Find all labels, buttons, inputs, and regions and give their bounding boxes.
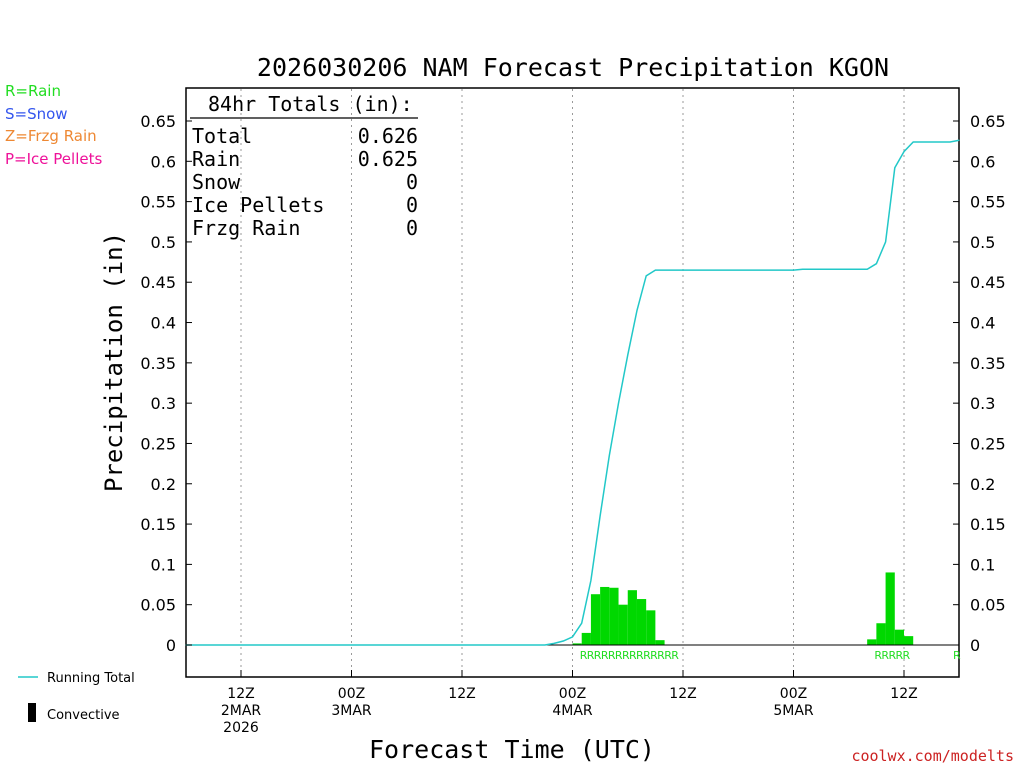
precip-bar: [894, 629, 904, 645]
legend-frzg-rain: Z=Frzg Rain: [5, 127, 97, 145]
y-tick-label: 0.65: [140, 112, 176, 131]
snow-label: Snow: [192, 170, 241, 194]
y-tick-label-right: 0.65: [970, 112, 1006, 131]
legend-convective: Convective: [47, 708, 120, 723]
y-tick-label: 0.55: [140, 193, 176, 212]
x-tick-label: 4MAR: [552, 703, 593, 719]
precip-bar: [876, 623, 886, 645]
y-tick-label-right: 0: [970, 636, 980, 655]
y-axis-label: Precipitation (in): [100, 232, 128, 492]
precip-bar: [572, 643, 582, 645]
x-tick-label: 5MAR: [773, 703, 814, 719]
y-tick-label-right: 0.15: [970, 515, 1006, 534]
precip-bars: [572, 572, 914, 645]
y-tick-label-right: 0.6: [970, 152, 995, 171]
y-tick-label-right: 0.55: [970, 193, 1006, 212]
y-tick-label: 0.5: [151, 233, 176, 252]
precip-bar: [618, 604, 628, 645]
y-axis-left: 0 0.05 0.1 0.15 0.2 0.25 0.3 0.35 0.4 0.45 0.5 0.55…: [140, 112, 192, 655]
legend-snow: S=Snow: [5, 105, 68, 123]
precip-type-strip: RRRRRRRRRRRRRR RRRRR R: [580, 649, 962, 662]
credit-text: coolwx.com/modelts: [851, 747, 1014, 765]
x-tick-label: 00Z: [338, 686, 365, 702]
legend-ice-pellets: P=Ice Pellets: [5, 150, 102, 168]
y-tick-label-right: 0.05: [970, 596, 1006, 615]
y-tick-label: 0.05: [140, 596, 176, 615]
legend-rain: R=Rain: [5, 82, 61, 100]
y-tick-label-right: 0.35: [970, 354, 1006, 373]
rain-label: Rain: [192, 147, 240, 171]
y-tick-label-right: 0.2: [970, 475, 995, 494]
legend-running-total: Running Total: [47, 671, 135, 686]
series-legend: Running Total Convective: [18, 671, 135, 723]
frzg-rain-value: 0: [406, 216, 418, 240]
y-tick-label: 0: [166, 636, 176, 655]
y-tick-label: 0.15: [140, 515, 176, 534]
precip-bar: [581, 632, 591, 645]
total-label: Total: [192, 124, 252, 148]
ice-pellets-label: Ice Pellets: [192, 193, 324, 217]
y-tick-label: 0.25: [140, 434, 176, 453]
precip-bar: [590, 594, 601, 645]
y-tick-label: 0.35: [140, 354, 176, 373]
precip-bar: [609, 587, 619, 645]
y-tick-label-right: 0.4: [970, 314, 995, 333]
ptype-legend: R=Rain S=Snow Z=Frzg Rain P=Ice Pellets: [5, 82, 102, 168]
snow-value: 0: [406, 170, 418, 194]
running-total-line: [185, 139, 960, 646]
precip-bar: [627, 590, 637, 645]
chart-title: 2026030206 NAM Forecast Precipitation KG…: [257, 53, 889, 82]
ptype-code: R: [953, 649, 961, 662]
y-tick-label-right: 0.3: [970, 394, 995, 413]
x-tick-label: 2026: [223, 720, 259, 736]
total-value: 0.626: [358, 124, 418, 148]
frzg-rain-label: Frzg Rain: [192, 216, 300, 240]
precip-bar: [867, 639, 877, 645]
precip-bar: [655, 640, 665, 645]
ptype-code: RRRRR: [874, 649, 910, 662]
x-tick-label: 00Z: [559, 686, 586, 702]
x-tick-label: 12Z: [890, 686, 917, 702]
y-tick-label: 0.1: [151, 555, 176, 574]
precip-bar: [904, 636, 914, 645]
rain-value: 0.625: [358, 147, 418, 171]
y-tick-label: 0.45: [140, 273, 176, 292]
x-tick-label: 2MAR: [221, 703, 262, 719]
ice-pellets-value: 0: [406, 193, 418, 217]
precip-bar: [600, 586, 610, 645]
totals-heading: 84hr Totals (in):: [208, 92, 413, 116]
precip-bar: [636, 599, 647, 645]
y-axis-right: 0 0.05 0.1 0.15 0.2 0.25 0.3 0.35 0.4 0.45 0.5 0.55…: [953, 112, 1006, 655]
y-tick-label: 0.3: [151, 394, 176, 413]
ptype-code: RRRRRRRRRRRRRR: [580, 649, 680, 662]
precip-bar: [885, 572, 895, 645]
precip-bar: [646, 610, 656, 645]
x-tick-label: 12Z: [448, 686, 475, 702]
y-tick-label: 0.2: [151, 475, 176, 494]
x-axis-label: Forecast Time (UTC): [369, 735, 655, 764]
convective-swatch: [28, 703, 36, 722]
y-tick-label-right: 0.25: [970, 434, 1006, 453]
y-tick-label: 0.4: [151, 314, 176, 333]
y-tick-label-right: 0.5: [970, 233, 995, 252]
y-tick-label-right: 0.1: [970, 555, 995, 574]
totals-box: 84hr Totals (in): Total 0.626 Rain 0.625…: [190, 92, 418, 240]
y-tick-label: 0.6: [151, 152, 176, 171]
x-tick-label: 12Z: [669, 686, 696, 702]
x-tick-label: 12Z: [227, 686, 254, 702]
y-tick-label-right: 0.45: [970, 273, 1006, 292]
x-tick-label: 00Z: [780, 686, 807, 702]
x-tick-label: 3MAR: [331, 703, 372, 719]
running-total-series: [185, 139, 960, 646]
vertical-grid-lines: [240, 89, 905, 676]
